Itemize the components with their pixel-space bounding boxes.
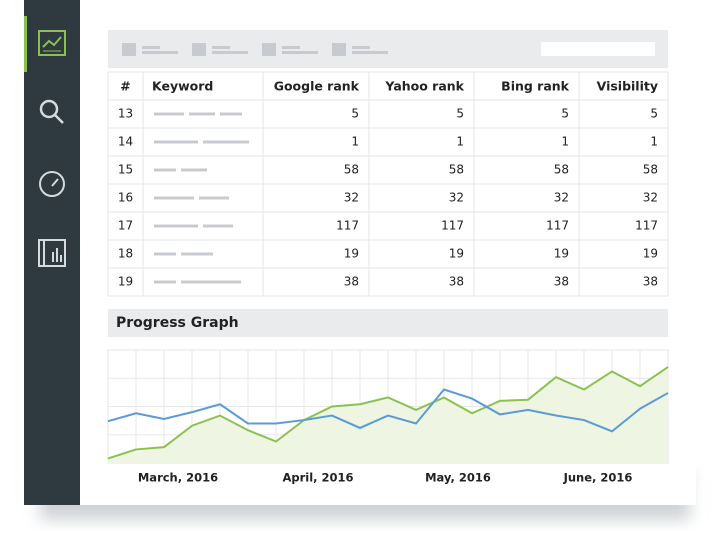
table-cell: 19 [449,247,464,261]
table-cell: 32 [344,191,359,205]
table-cell: 38 [344,275,359,289]
keyword-placeholder [220,112,242,116]
nav-graph-icon[interactable] [38,30,66,56]
keyword-placeholder [154,196,194,200]
series-line [107,366,669,460]
table-cell: 32 [449,191,464,205]
table-cell: 1 [456,135,464,149]
table-cell: 1 [561,135,569,149]
table-cell: 19 [554,247,569,261]
series-line [107,388,669,433]
search-box[interactable] [541,42,655,56]
x-tick-label: April, 2016 [282,471,353,485]
table: # Keyword Google rank Yahoo rank Bing rank Vi… [107,71,669,297]
table-cell: 5 [456,107,464,121]
column-header: Bing rank [501,79,570,94]
keyword-placeholder [154,168,176,172]
table-cell: 38 [554,275,569,289]
table-cell: 19 [118,275,133,289]
table-cell: 18 [118,247,133,261]
table-cell: 13 [118,107,133,121]
chart: March, 2016 April, 2016 May, 2016 June, 201… [107,349,669,485]
keyword-placeholder [154,252,176,256]
table-cell: 14 [118,135,133,149]
table-cell: 38 [449,275,464,289]
table-cell: 1 [650,135,658,149]
nav-search-icon[interactable] [39,99,64,124]
table-cell: 117 [546,219,569,233]
keyword-placeholder [154,224,198,228]
table-cell: 5 [561,107,569,121]
table-cell: 58 [643,163,658,177]
table-cell: 38 [643,275,658,289]
keyword-placeholder [154,280,176,284]
table-cell: 117 [635,219,658,233]
table-cell: 15 [118,163,133,177]
keyword-placeholder [181,252,213,256]
table-cell: 32 [554,191,569,205]
table-cell: 17 [118,219,133,233]
keyword-placeholder [181,168,207,172]
keyword-placeholder [189,112,215,116]
active-indicator [24,16,27,72]
keyword-placeholder [203,224,233,228]
table-cell: 16 [118,191,133,205]
toolbar-placeholders [122,43,388,56]
table-cell: 5 [650,107,658,121]
table-cell: 1 [351,135,359,149]
table-cell: 58 [344,163,359,177]
x-tick-label: May, 2016 [425,471,491,485]
table-cell: 58 [449,163,464,177]
table-cell: 19 [344,247,359,261]
table-cell: 32 [643,191,658,205]
column-header: Yahoo rank [384,79,464,94]
table-cell: 58 [554,163,569,177]
column-header: Keyword [152,79,213,94]
keyword-placeholder [154,140,198,144]
x-tick-label: March, 2016 [138,471,218,485]
column-header: Visibility [597,79,658,94]
nav-report-icon[interactable] [38,239,66,267]
keyword-placeholder [203,140,249,144]
column-header: Google rank [274,79,360,94]
table-cell: 117 [441,219,464,233]
graph-header [108,309,668,337]
nav-speed-icon[interactable] [39,171,65,197]
keyword-placeholder [181,280,241,284]
table-cell: 5 [351,107,359,121]
keyword-placeholder [199,196,229,200]
graph-title: Progress Graph [116,315,239,331]
table-cell: 19 [643,247,658,261]
column-header: # [120,79,130,94]
keyword-placeholder [154,112,184,116]
x-tick-label: June, 2016 [563,471,633,485]
table-cell: 117 [336,219,359,233]
